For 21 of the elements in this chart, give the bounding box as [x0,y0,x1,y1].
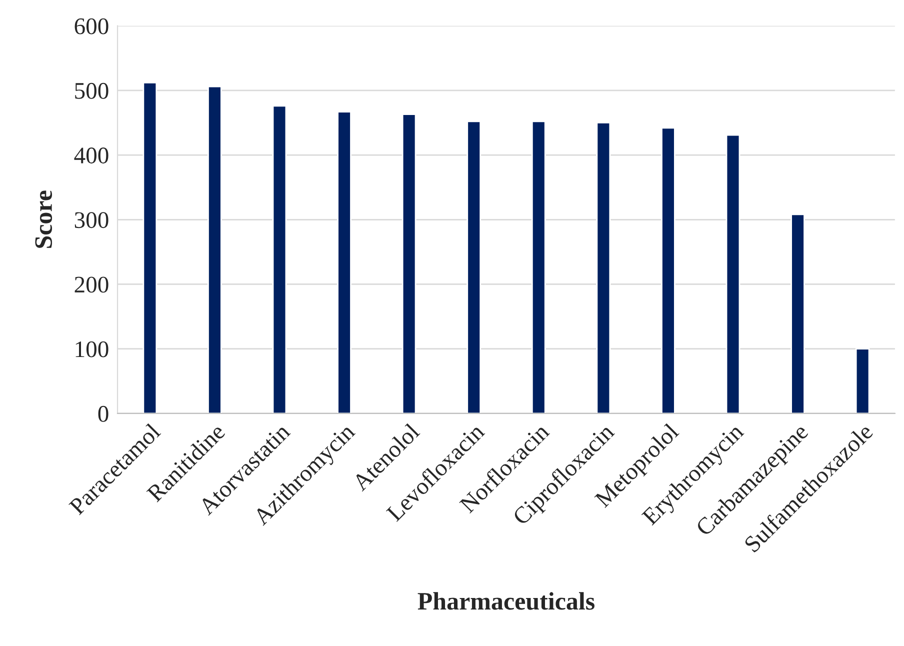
bar [661,127,676,414]
bar [596,122,611,414]
y-tick-label: 500 [75,82,108,99]
bar [272,105,287,414]
y-axis-title: Score [35,190,52,248]
y-tick-label: 200 [74,276,108,293]
y-tick-label: 0 [98,406,108,422]
bar [855,348,870,414]
y-tick-label: 400 [74,148,108,164]
y-tick-label: 100 [76,341,108,358]
bar [337,111,352,414]
bar [466,120,482,414]
bar [208,86,222,414]
bar [142,82,158,414]
x-axis-title: Pharmaceuticals [418,592,594,610]
bar [726,134,740,414]
y-tick-label: 600 [74,18,108,34]
bar [531,120,546,414]
bar [790,214,805,414]
y-tick-label: 300 [74,212,108,228]
bar [402,114,416,414]
